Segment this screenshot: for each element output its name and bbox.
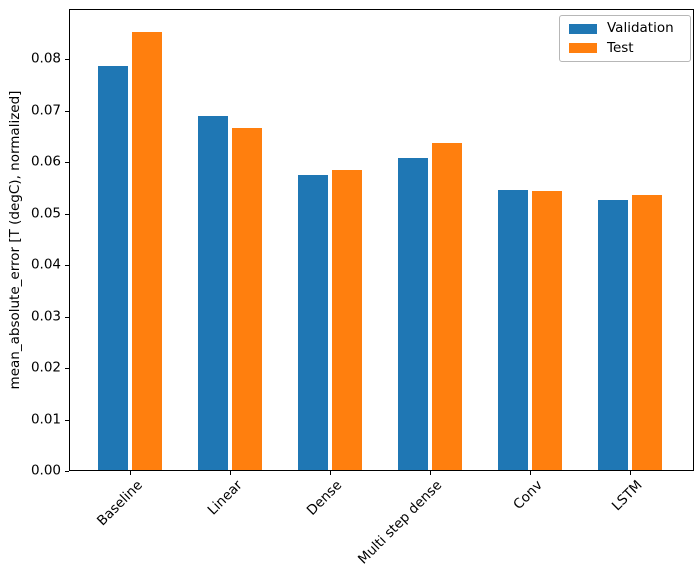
legend-entry-test: Test <box>569 39 681 56</box>
y-tick-label: 0.04 <box>30 256 61 273</box>
bar-validation-conv <box>498 190 528 470</box>
legend-swatch-test <box>569 43 597 54</box>
legend-entry-validation: Validation <box>569 20 681 36</box>
bar-test-conv <box>532 191 562 470</box>
bar-test-dense <box>332 170 362 470</box>
y-tick-mark <box>65 111 69 112</box>
legend: Validation Test <box>559 15 691 62</box>
bar-validation-baseline <box>98 66 128 470</box>
y-tick-mark <box>65 368 69 369</box>
y-tick-label: 0.07 <box>30 102 61 119</box>
bar-test-multi-step-dense <box>432 143 462 470</box>
x-tick-label: Linear <box>204 477 246 519</box>
plot-area <box>69 9 694 471</box>
bar-validation-multi-step-dense <box>398 158 428 470</box>
x-tick-mark <box>430 471 431 475</box>
y-axis-label: mean_absolute_error [T (degC), normalize… <box>7 90 23 390</box>
x-tick-label: Dense <box>304 477 346 519</box>
x-tick-mark <box>530 471 531 475</box>
y-tick-label: 0.06 <box>30 153 61 170</box>
y-tick-label: 0.00 <box>30 462 61 479</box>
y-tick-label: 0.01 <box>30 411 61 428</box>
y-tick-mark <box>65 317 69 318</box>
y-tick-mark <box>65 420 69 421</box>
x-tick-label: Baseline <box>93 477 146 530</box>
bar-test-lstm <box>632 195 662 470</box>
x-axis-spine <box>69 470 694 471</box>
x-tick-mark <box>230 471 231 475</box>
top-spine <box>69 9 694 10</box>
x-tick-mark <box>130 471 131 475</box>
bar-validation-linear <box>198 116 228 470</box>
y-tick-mark <box>65 162 69 163</box>
x-tick-label: Conv <box>510 477 546 513</box>
y-tick-label: 0.02 <box>30 359 61 376</box>
y-tick-label: 0.08 <box>30 50 61 67</box>
bar-validation-dense <box>298 175 328 470</box>
x-tick-label: LSTM <box>608 477 646 515</box>
y-tick-label: 0.05 <box>30 205 61 222</box>
y-axis-spine <box>69 9 70 471</box>
y-tick-mark <box>65 59 69 60</box>
y-tick-label: 0.03 <box>30 308 61 325</box>
legend-label-validation: Validation <box>607 20 674 36</box>
x-tick-label: Multi step dense <box>355 477 446 568</box>
bar-test-baseline <box>132 32 162 470</box>
bar-validation-lstm <box>598 200 628 470</box>
x-tick-mark <box>330 471 331 475</box>
y-tick-mark <box>65 471 69 472</box>
legend-label-test: Test <box>607 39 634 56</box>
y-tick-mark <box>65 265 69 266</box>
right-spine <box>693 9 694 471</box>
y-tick-mark <box>65 214 69 215</box>
legend-swatch-validation <box>569 23 597 34</box>
bar-test-linear <box>232 128 262 470</box>
x-tick-mark <box>630 471 631 475</box>
